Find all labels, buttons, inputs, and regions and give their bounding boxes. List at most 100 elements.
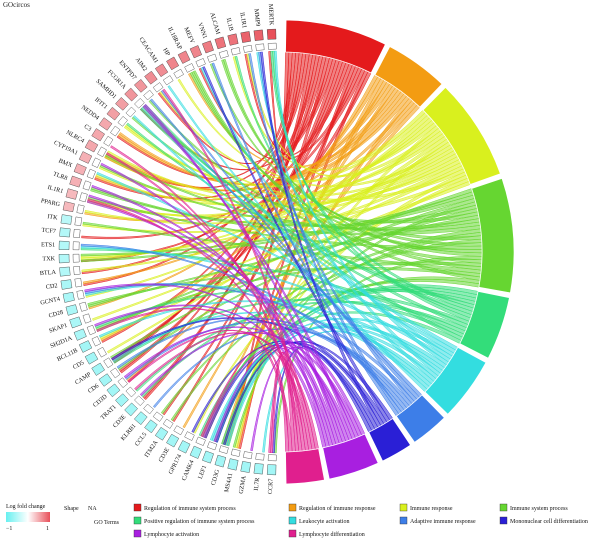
chord-link	[200, 347, 290, 453]
gene-label: MMP9	[252, 8, 261, 26]
shape-legend-value: NA	[88, 506, 97, 512]
chord-link	[123, 112, 429, 187]
gene-label: CD2	[45, 282, 58, 291]
logfc-segment	[253, 29, 264, 41]
gene-label: NEDD4	[80, 104, 101, 122]
logfc-segment	[115, 97, 129, 111]
gene-segment	[74, 216, 83, 226]
logfc-segment	[73, 163, 87, 176]
logfc-segment	[115, 393, 129, 407]
gene-segment	[218, 445, 229, 454]
logfc-segment	[91, 128, 105, 142]
logfc-segment	[69, 316, 83, 329]
chord-link	[209, 63, 482, 241]
gene-segment	[173, 68, 184, 79]
shape-legend-title: Shape	[64, 506, 79, 512]
logfc-colorbar	[6, 512, 50, 522]
logfc-segment	[202, 450, 214, 464]
legend-swatch	[133, 516, 142, 525]
gene-label: CYP19A1	[53, 139, 79, 156]
logfc-segment	[177, 50, 191, 64]
logfc-segment	[98, 373, 113, 387]
gene-label: ITM2A	[143, 439, 160, 459]
logfc-segment	[60, 279, 73, 290]
gene-label: IL1R1	[238, 12, 248, 29]
chord-link	[80, 245, 452, 363]
gene-segment	[152, 82, 164, 93]
gene-segment	[125, 386, 137, 398]
gene-label: SKAP1	[48, 322, 68, 335]
logfc-segment	[134, 411, 148, 425]
chart-title: GOcircos	[3, 1, 30, 9]
logfc-legend-title: Log fold change	[6, 503, 46, 510]
chord-link	[139, 107, 464, 341]
logfc-segment	[65, 188, 79, 200]
term-arc	[471, 177, 515, 294]
gene-label: CD3G	[210, 468, 221, 486]
logfc-segment	[189, 45, 202, 59]
gene-segment	[255, 453, 265, 461]
legend-swatch	[499, 516, 508, 525]
logfc-segment	[240, 461, 251, 473]
legend-term-label: Lymphocyte activation	[144, 532, 199, 538]
gene-segment	[195, 58, 206, 68]
gene-label: GCNT4	[40, 296, 61, 307]
legend-term-label: Positive regulation of immune system pro…	[144, 518, 255, 525]
gene-label: CAMP	[74, 371, 93, 387]
legend-swatch	[133, 529, 142, 538]
chord-link	[248, 53, 415, 405]
gene-segment	[243, 45, 253, 53]
gene-label: LEF1	[197, 464, 208, 480]
chord-link	[94, 304, 327, 449]
gene-segment	[76, 204, 85, 214]
gene-label: CD3E	[157, 446, 171, 463]
logfc-segment	[202, 40, 214, 54]
gene-label: CCR7	[267, 479, 275, 495]
chord-link	[117, 91, 405, 186]
gene-segment	[79, 192, 88, 203]
legend-swatch	[288, 516, 297, 525]
gene-segment	[230, 448, 241, 457]
term-arc	[374, 46, 443, 108]
term-arc	[424, 346, 487, 415]
gene-segment	[218, 50, 229, 59]
term-arcs	[285, 19, 515, 485]
go-terms-legend-title: GO Terms	[94, 520, 120, 526]
gene-segment	[110, 125, 121, 137]
chord-link	[106, 135, 448, 354]
gene-segment	[91, 336, 102, 347]
gene-segment	[243, 451, 253, 459]
gene-label: CD5	[72, 359, 86, 371]
legend-swatch	[288, 529, 297, 538]
chord-link	[99, 180, 471, 340]
chord-link	[177, 78, 453, 188]
logfc-segment	[134, 79, 148, 93]
logfc-segment	[84, 139, 99, 153]
chord-link	[80, 194, 475, 263]
chord-link	[100, 162, 330, 448]
legend-term-label: Immune system process	[510, 506, 568, 512]
gene-segment	[82, 313, 92, 324]
gene-segment	[117, 116, 128, 127]
chord-link	[202, 66, 391, 423]
gene-label: TXK	[42, 255, 55, 262]
gene-segment	[117, 377, 128, 388]
gene-segment	[267, 42, 277, 50]
logfc-segment	[60, 214, 73, 225]
gene-label: HP	[161, 47, 171, 58]
gene-label: CCL5	[134, 431, 149, 447]
logfc-segment	[106, 106, 121, 121]
gene-label: CAMK4	[181, 459, 196, 482]
logfc-segment	[58, 254, 70, 264]
chord-link	[125, 124, 457, 197]
logfc-segment	[106, 383, 121, 398]
logfc-segment	[78, 151, 93, 164]
gene-label: GPR174	[167, 453, 183, 475]
gene-segment	[86, 168, 96, 180]
gene-label: AIM2	[134, 56, 149, 72]
legend-swatch	[399, 503, 408, 512]
logfc-segment	[58, 240, 70, 250]
logfc-segment	[166, 56, 180, 71]
gene-segment	[103, 357, 114, 369]
chord-link	[106, 152, 316, 451]
